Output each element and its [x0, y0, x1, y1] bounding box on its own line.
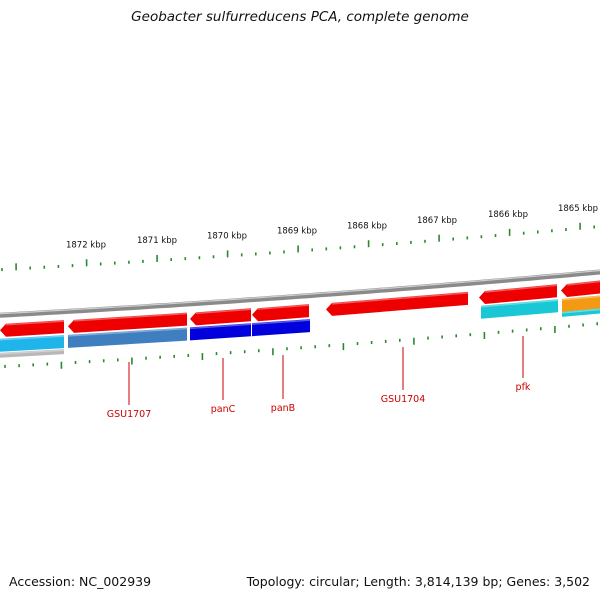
feature-shine [331, 292, 469, 305]
feature-shine [189, 323, 252, 330]
forward-cds [68, 312, 187, 333]
scale-label: 1870 kbp [207, 231, 247, 241]
reverse-feature [190, 323, 251, 341]
gene-labels: GSU1707 panC panB GSU1704 pfk [107, 336, 531, 420]
feature-shine [0, 349, 65, 355]
backbone-highlight [0, 269, 600, 315]
reverse-feature-sub [0, 349, 64, 358]
scale-label: 1869 kbp [277, 227, 317, 237]
reverse-feature [562, 295, 600, 312]
scale-labels: 1872 kbp 1871 kbp 1870 kbp 1869 kbp 1868 kbp… [66, 204, 598, 250]
forward-cds [0, 320, 64, 337]
scale-label: 1866 kbp [488, 210, 528, 220]
backbone-ring [0, 269, 600, 318]
scale-label: 1871 kbp [137, 236, 177, 246]
scale-label: 1865 kbp [558, 204, 598, 214]
gene-label: pfk [516, 382, 531, 393]
scale-label: 1867 kbp [417, 216, 457, 226]
feature-shine [251, 319, 311, 325]
forward-cds [190, 308, 251, 326]
forward-cds [479, 284, 557, 304]
outer-scale-ticks [1, 222, 596, 272]
feature-shine [257, 304, 310, 310]
reverse-feature [252, 319, 310, 337]
reverse-feature [68, 327, 187, 348]
forward-cds [326, 291, 468, 316]
genome-summary-text: Topology: circular; Length: 3,814,139 bp… [246, 574, 590, 589]
inner-scale-ticks [4, 322, 599, 369]
map-title: Geobacter sulfurreducens PCA, complete g… [131, 9, 469, 25]
reverse-feature [0, 335, 64, 352]
gene-label: panB [271, 403, 295, 414]
feature-shine [566, 280, 600, 286]
feature-shine [561, 295, 600, 301]
feature-shine [5, 320, 65, 326]
scale-label: 1872 kbp [66, 240, 106, 250]
feature-shine [67, 327, 188, 337]
reverse-feature [481, 299, 558, 319]
backbone-band [0, 269, 600, 318]
forward-cds [561, 280, 600, 297]
reverse-feature-track [0, 295, 600, 358]
gene-label: GSU1707 [107, 409, 152, 420]
forward-cds [252, 304, 309, 322]
scale-label: 1868 kbp [347, 221, 387, 231]
reverse-feature-sub [562, 308, 600, 317]
feature-shine [195, 308, 252, 315]
feature-shine [484, 284, 558, 293]
gene-label: panC [211, 404, 236, 415]
gene-label: GSU1704 [381, 394, 426, 405]
feature-shine [73, 312, 188, 322]
accession-text: Accession: NC_002939 [9, 574, 152, 589]
forward-cds-track [0, 280, 600, 337]
feature-shine [561, 308, 600, 314]
feature-shine [0, 335, 65, 341]
feature-shine [480, 299, 559, 308]
